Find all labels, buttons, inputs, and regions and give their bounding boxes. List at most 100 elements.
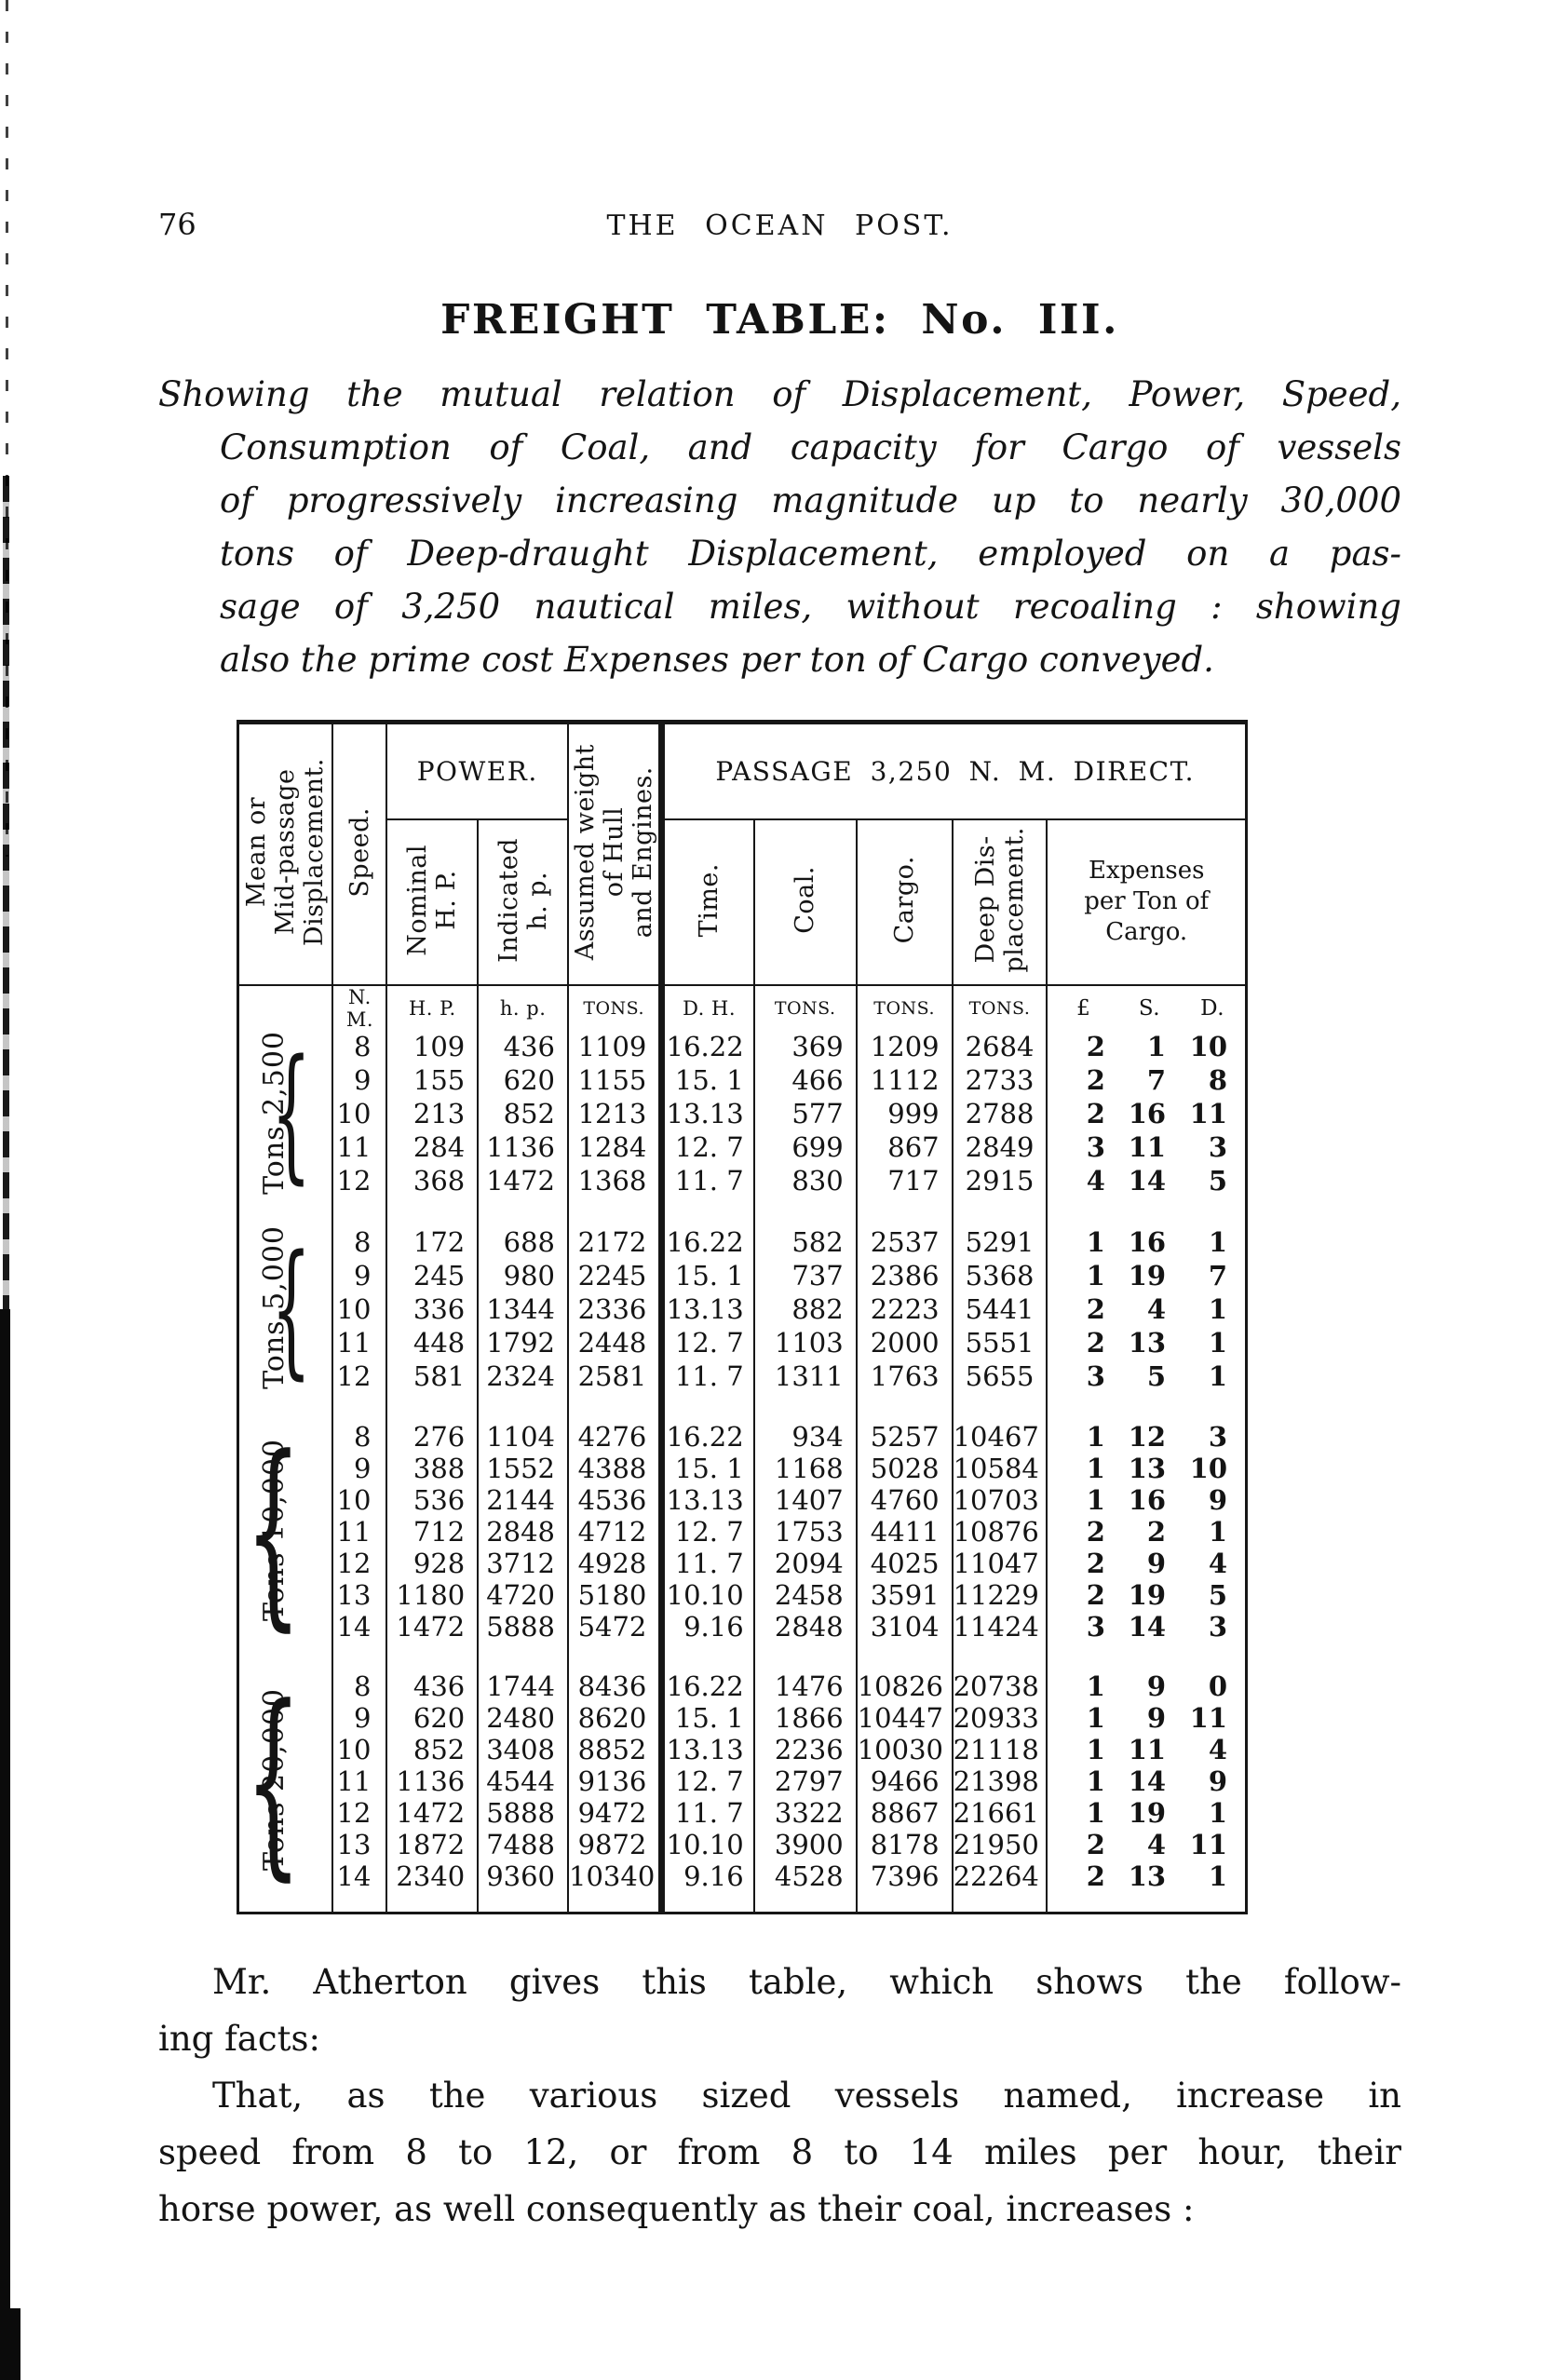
- cargo-value: 3104: [855, 1611, 953, 1643]
- nominal-hp-value: 284: [386, 1130, 479, 1165]
- nominal-hp-value: 368: [386, 1164, 479, 1198]
- pounds-value: 2: [1046, 1326, 1119, 1360]
- assumed-weight-value: 8620: [567, 1702, 662, 1735]
- page-number: 76: [158, 207, 196, 242]
- nominal-hp-value: 336: [386, 1292, 479, 1327]
- page-edge-artifact: [0, 1308, 10, 2380]
- cargo-value: 1209: [855, 1030, 953, 1064]
- table-row: 11 1136 4544 9136 12. 7 2797 9466 21398 1 14 9: [238, 1765, 1247, 1798]
- displacement-group-cell: Tons 2,500{: [238, 1031, 333, 1198]
- nominal-hp-value: 852: [386, 1734, 479, 1766]
- page-edge-artifact: [3, 476, 9, 1381]
- assumed-weight-value: 9472: [567, 1797, 662, 1830]
- indicated-hp-value: 1136: [477, 1130, 569, 1165]
- indicated-hp-value: 2848: [477, 1516, 569, 1548]
- indicated-hp-value: 3408: [477, 1734, 569, 1766]
- col-header-assumed-weight-label: Assumed weight of Hull and Engines.: [570, 744, 657, 961]
- group-spacer-row: [238, 1892, 1247, 1913]
- pounds-value: 1: [1046, 1702, 1119, 1735]
- spacer-cell: [1119, 1643, 1180, 1670]
- shillings-value: 12: [1128, 1421, 1167, 1454]
- indicated-hp-value: 4720: [477, 1579, 569, 1612]
- cargo-value: 9466: [855, 1765, 953, 1798]
- cargo-value: 10826: [855, 1670, 953, 1703]
- speed-value: 12: [331, 1164, 387, 1198]
- deep-displacement-value: 10703: [951, 1484, 1048, 1517]
- time-value: 9.16: [658, 1611, 754, 1643]
- deep-displacement-value: 2788: [951, 1097, 1048, 1131]
- nominal-hp-value: 388: [386, 1453, 479, 1485]
- coal-value: 4528: [752, 1860, 857, 1893]
- assumed-weight-value: 9136: [567, 1765, 662, 1798]
- page-header: 76 THE OCEAN POST.: [158, 207, 1401, 242]
- cargo-value: 3591: [855, 1579, 953, 1612]
- pounds-value: 3: [1046, 1130, 1119, 1165]
- unit-assumed: TONS.: [567, 983, 662, 1031]
- pounds-value: 1: [1046, 1765, 1119, 1798]
- table-row: 9 155 620 1155 15. 1 466 1112 2733 2 7 8: [238, 1063, 1247, 1098]
- pence-value: 4: [1208, 1734, 1227, 1766]
- header-row-groups: Mean or Mid-passage Displacement. Speed.…: [238, 722, 1247, 985]
- table-caption: Showing the mutual relation of Displacem…: [158, 368, 1401, 686]
- displacement-group-cell: Tons 10,000{: [238, 1421, 333, 1643]
- indicated-hp-value: 1744: [477, 1670, 569, 1703]
- nominal-hp-value: 928: [386, 1548, 479, 1580]
- spacer-cell: [567, 1892, 662, 1913]
- shillings-value: 11: [1128, 1131, 1167, 1164]
- deep-displacement-value: 10584: [951, 1453, 1048, 1485]
- coal-value: 582: [752, 1225, 857, 1260]
- pounds-value: 2: [1046, 1097, 1119, 1131]
- header-row-sub: Nominal H. P. Indicated h. p. Time. Coal…: [238, 818, 1247, 985]
- spacer-cell: [855, 1197, 953, 1226]
- speed-value: 9: [331, 1702, 387, 1735]
- indicated-hp-value: 1472: [477, 1164, 569, 1198]
- pounds-value: 1: [1046, 1797, 1119, 1830]
- coal-value: 737: [752, 1259, 857, 1293]
- spacer-cell: [386, 1197, 479, 1226]
- assumed-weight-value: 8852: [567, 1734, 662, 1766]
- nominal-hp-value: 1472: [386, 1611, 479, 1643]
- pence-value: 1: [1208, 1797, 1227, 1830]
- cargo-value: 10030: [855, 1734, 953, 1766]
- pounds-value: 1: [1046, 1453, 1119, 1485]
- table-row: 11 284 1136 1284 12. 7 699 867 2849 3 11 3: [238, 1130, 1247, 1165]
- indicated-hp-value: 1792: [477, 1326, 569, 1360]
- group-brace: {: [245, 1663, 302, 1900]
- group-spacer-row: [238, 1393, 1247, 1422]
- unit-deep: TONS.: [951, 983, 1048, 1031]
- nominal-hp-value: 1180: [386, 1579, 479, 1612]
- deep-displacement-value: 21118: [951, 1734, 1048, 1766]
- spacer-cell: [1180, 1892, 1246, 1913]
- coal-value: 934: [752, 1421, 857, 1454]
- pounds-value: 2: [1046, 1030, 1119, 1064]
- pence-value: 5: [1208, 1579, 1227, 1612]
- pence-value: 3: [1208, 1131, 1227, 1164]
- spacer-cell: [238, 1197, 333, 1225]
- pence-value: 1: [1208, 1327, 1227, 1359]
- nominal-hp-value: 1136: [386, 1765, 479, 1798]
- time-value: 15. 1: [658, 1702, 754, 1735]
- coal-value: 882: [752, 1292, 857, 1327]
- group-brace: {: [271, 1029, 312, 1198]
- indicated-hp-value: 852: [477, 1097, 569, 1131]
- col-header-assumed-weight: Assumed weight of Hull and Engines.: [567, 722, 662, 985]
- spacer-cell: [951, 1892, 1048, 1913]
- units-row: N. M. H. P. h. p. TONS. D. H. TONS. TONS…: [237, 983, 1247, 1031]
- time-value: 12. 7: [658, 1516, 754, 1548]
- col-header-nominal-hp-label: Nominal H. P.: [403, 844, 462, 956]
- unit-coal: TONS.: [752, 983, 857, 1031]
- assumed-weight-value: 2581: [567, 1359, 662, 1394]
- cargo-value: 5257: [855, 1421, 953, 1454]
- time-value: 16.22: [658, 1670, 754, 1703]
- spacer-cell: [658, 1892, 754, 1913]
- cargo-value: 2537: [855, 1225, 953, 1260]
- shillings-value: 19: [1128, 1260, 1167, 1292]
- speed-value: 10: [331, 1484, 387, 1517]
- coal-value: 830: [752, 1164, 857, 1198]
- indicated-hp-value: 620: [477, 1063, 569, 1098]
- spacer-cell: [951, 1643, 1048, 1671]
- deep-displacement-value: 11229: [951, 1579, 1048, 1612]
- deep-displacement-value: 5368: [951, 1259, 1048, 1293]
- indicated-hp-value: 3712: [477, 1548, 569, 1580]
- nominal-hp-value: 1472: [386, 1797, 479, 1830]
